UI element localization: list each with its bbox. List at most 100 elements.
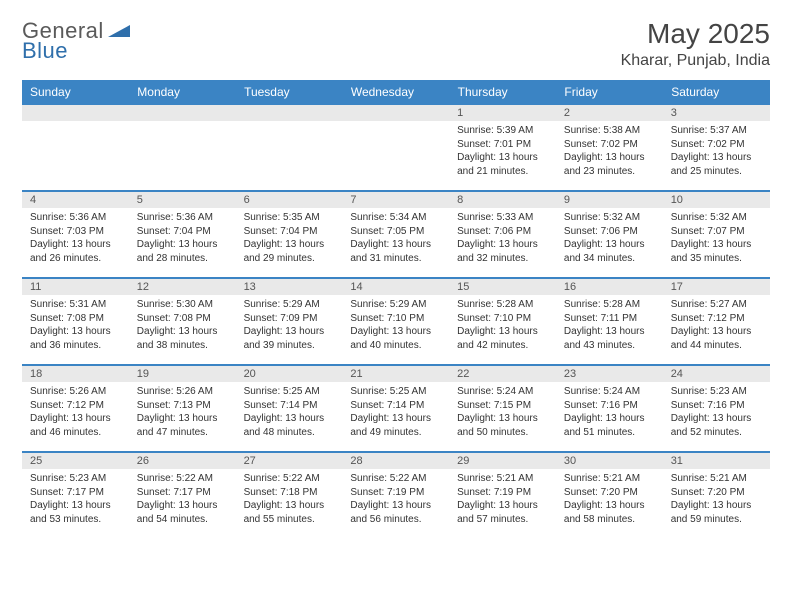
daynum-cell: 22 [449, 365, 556, 382]
dayheader-wed: Wednesday [342, 80, 449, 105]
day-cell: Sunrise: 5:24 AMSunset: 7:16 PMDaylight:… [556, 382, 663, 452]
day-number [342, 105, 449, 109]
daylight1-text: Daylight: 13 hours [564, 151, 655, 165]
daylight1-text: Daylight: 13 hours [457, 151, 548, 165]
daylight2-text: and 28 minutes. [137, 252, 228, 266]
sunset-text: Sunset: 7:02 PM [564, 138, 655, 152]
sunset-text: Sunset: 7:16 PM [671, 399, 762, 413]
sunset-text: Sunset: 7:12 PM [671, 312, 762, 326]
daynum-cell: 26 [129, 452, 236, 469]
daylight1-text: Daylight: 13 hours [244, 412, 335, 426]
sunrise-text: Sunrise: 5:26 AM [30, 385, 121, 399]
dayheader-mon: Monday [129, 80, 236, 105]
daylight2-text: and 48 minutes. [244, 426, 335, 440]
sunset-text: Sunset: 7:19 PM [350, 486, 441, 500]
daylight1-text: Daylight: 13 hours [350, 412, 441, 426]
month-title: May 2025 [621, 18, 770, 50]
sunset-text: Sunset: 7:20 PM [564, 486, 655, 500]
daylight2-text: and 59 minutes. [671, 513, 762, 527]
sunrise-text: Sunrise: 5:23 AM [30, 472, 121, 486]
daylight1-text: Daylight: 13 hours [457, 325, 548, 339]
dayheader-sun: Sunday [22, 80, 129, 105]
daynum-cell: 11 [22, 278, 129, 295]
sunset-text: Sunset: 7:08 PM [137, 312, 228, 326]
sunrise-text: Sunrise: 5:25 AM [244, 385, 335, 399]
sunset-text: Sunset: 7:11 PM [564, 312, 655, 326]
daylight1-text: Daylight: 13 hours [30, 325, 121, 339]
daylight2-text: and 50 minutes. [457, 426, 548, 440]
daynum-cell: 15 [449, 278, 556, 295]
calendar-body: 123Sunrise: 5:39 AMSunset: 7:01 PMDaylig… [22, 105, 770, 540]
day-cell: Sunrise: 5:34 AMSunset: 7:05 PMDaylight:… [342, 208, 449, 278]
day-cell: Sunrise: 5:32 AMSunset: 7:06 PMDaylight:… [556, 208, 663, 278]
daynum-cell: 28 [342, 452, 449, 469]
day-cell: Sunrise: 5:24 AMSunset: 7:15 PMDaylight:… [449, 382, 556, 452]
daylight1-text: Daylight: 13 hours [671, 325, 762, 339]
daylight2-text: and 58 minutes. [564, 513, 655, 527]
day-number: 9 [556, 192, 663, 208]
day-cell [22, 121, 129, 191]
brand-name-part2-wrap: Blue [22, 38, 68, 64]
sunset-text: Sunset: 7:01 PM [457, 138, 548, 152]
sunset-text: Sunset: 7:20 PM [671, 486, 762, 500]
daylight2-text: and 35 minutes. [671, 252, 762, 266]
daynum-cell: 24 [663, 365, 770, 382]
daylight1-text: Daylight: 13 hours [457, 499, 548, 513]
day-number: 18 [22, 366, 129, 382]
day-number: 12 [129, 279, 236, 295]
daylight1-text: Daylight: 13 hours [457, 238, 548, 252]
daynum-cell: 2 [556, 105, 663, 122]
day-number: 25 [22, 453, 129, 469]
daylight1-text: Daylight: 13 hours [350, 325, 441, 339]
daylight2-text: and 39 minutes. [244, 339, 335, 353]
day-cell: Sunrise: 5:29 AMSunset: 7:10 PMDaylight:… [342, 295, 449, 365]
day-cell: Sunrise: 5:26 AMSunset: 7:12 PMDaylight:… [22, 382, 129, 452]
day-cell: Sunrise: 5:22 AMSunset: 7:17 PMDaylight:… [129, 469, 236, 539]
day-number: 20 [236, 366, 343, 382]
day-number: 2 [556, 105, 663, 121]
day-number: 19 [129, 366, 236, 382]
sunrise-text: Sunrise: 5:24 AM [457, 385, 548, 399]
daylight1-text: Daylight: 13 hours [350, 499, 441, 513]
day-number: 5 [129, 192, 236, 208]
daynum-cell: 18 [22, 365, 129, 382]
sunrise-text: Sunrise: 5:29 AM [244, 298, 335, 312]
daylight2-text: and 31 minutes. [350, 252, 441, 266]
sunrise-text: Sunrise: 5:35 AM [244, 211, 335, 225]
sunrise-text: Sunrise: 5:32 AM [564, 211, 655, 225]
day-cell [342, 121, 449, 191]
sunset-text: Sunset: 7:06 PM [457, 225, 548, 239]
dayheader-fri: Friday [556, 80, 663, 105]
day-cell: Sunrise: 5:25 AMSunset: 7:14 PMDaylight:… [342, 382, 449, 452]
sunset-text: Sunset: 7:04 PM [244, 225, 335, 239]
day-cell: Sunrise: 5:29 AMSunset: 7:09 PMDaylight:… [236, 295, 343, 365]
sunset-text: Sunset: 7:16 PM [564, 399, 655, 413]
day-cell: Sunrise: 5:38 AMSunset: 7:02 PMDaylight:… [556, 121, 663, 191]
daylight1-text: Daylight: 13 hours [137, 238, 228, 252]
daylight2-text: and 36 minutes. [30, 339, 121, 353]
day-number: 29 [449, 453, 556, 469]
day-number: 10 [663, 192, 770, 208]
daynum-cell: 27 [236, 452, 343, 469]
daylight1-text: Daylight: 13 hours [671, 499, 762, 513]
daylight2-text: and 43 minutes. [564, 339, 655, 353]
daynum-cell: 12 [129, 278, 236, 295]
day-cell: Sunrise: 5:31 AMSunset: 7:08 PMDaylight:… [22, 295, 129, 365]
dayheader-thu: Thursday [449, 80, 556, 105]
sunrise-text: Sunrise: 5:34 AM [350, 211, 441, 225]
daylight1-text: Daylight: 13 hours [350, 238, 441, 252]
day-number [129, 105, 236, 109]
location-label: Kharar, Punjab, India [621, 52, 770, 70]
daylight1-text: Daylight: 13 hours [137, 325, 228, 339]
day-number: 1 [449, 105, 556, 121]
sunrise-text: Sunrise: 5:33 AM [457, 211, 548, 225]
daylight1-text: Daylight: 13 hours [671, 238, 762, 252]
day-number: 11 [22, 279, 129, 295]
daynum-cell [22, 105, 129, 122]
sunrise-text: Sunrise: 5:21 AM [457, 472, 548, 486]
daynum-cell: 6 [236, 191, 343, 208]
sunrise-text: Sunrise: 5:28 AM [564, 298, 655, 312]
sunrise-text: Sunrise: 5:28 AM [457, 298, 548, 312]
daylight2-text: and 34 minutes. [564, 252, 655, 266]
daynum-cell: 30 [556, 452, 663, 469]
